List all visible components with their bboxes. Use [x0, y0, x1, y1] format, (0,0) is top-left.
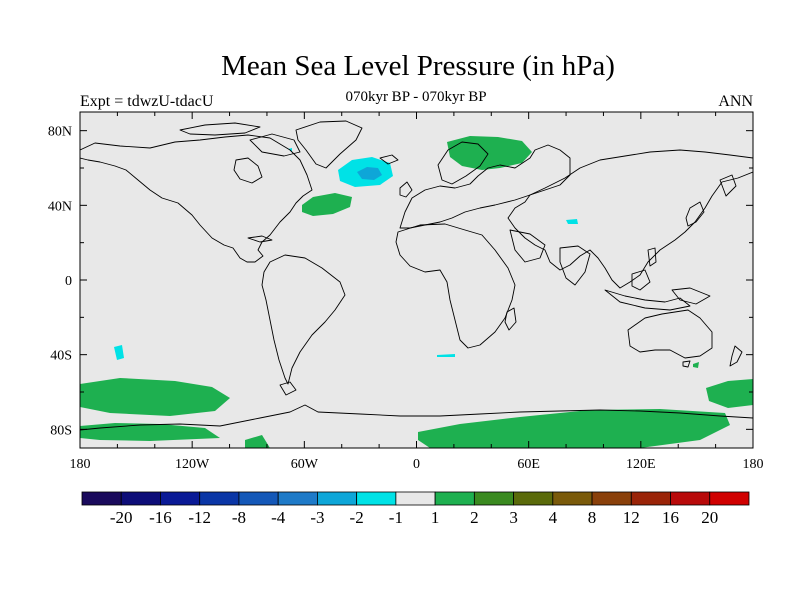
anomaly-south-pacific-small: [114, 345, 124, 360]
coast-new-zealand: [729, 345, 743, 367]
anomaly-fields: [80, 136, 753, 448]
colorbar-swatch: [513, 491, 554, 506]
period-label: 070kyr BP - 070kyr BP: [345, 89, 487, 105]
anomaly-antarctic-east: [418, 409, 730, 448]
coast-kamchatka: [719, 174, 737, 197]
colorbar-swatch: [199, 491, 240, 506]
coast-indonesia: [604, 289, 691, 311]
coast-scandinavia: [437, 141, 489, 185]
y-axis-labels: 80N 40N 0 40S 80S: [48, 125, 72, 439]
colorbar-swatch: [277, 491, 318, 506]
anomaly-nz-dot: [693, 362, 699, 368]
map-title: Mean Sea Level Pressure (in hPa): [221, 50, 615, 82]
colorbar-label: 12: [623, 508, 640, 527]
coast-south-america: [261, 254, 346, 385]
anomaly-antarctic-west: [80, 423, 220, 441]
coast-asia: [507, 149, 753, 289]
experiment-label: Expt = tdwzU-tdacU: [80, 93, 214, 110]
colorbar-swatch: [473, 491, 514, 506]
colorbar: [81, 491, 750, 506]
anomaly-southern-pacific: [80, 378, 230, 416]
colorbar-label: -16: [149, 508, 172, 527]
coast-australia: [627, 309, 713, 359]
colorbar-swatch: [591, 491, 632, 506]
coast-north-america: [80, 134, 313, 263]
x-axis-labels: 180 120W 60W 0 60E 120E 180: [70, 457, 764, 472]
colorbar-swatch: [317, 491, 358, 506]
colorbar-swatch: [670, 491, 711, 506]
colorbar-label: 1: [431, 508, 440, 527]
coast-india: [559, 245, 591, 286]
x-tick-label: 0: [413, 457, 420, 472]
colorbar-swatch: [709, 491, 750, 506]
y-tick-label: 40N: [48, 199, 72, 214]
colorbar-swatch: [81, 491, 122, 506]
coast-hudson-bay: [233, 157, 263, 184]
x-tick-label: 60W: [291, 457, 319, 472]
colorbar-swatch: [238, 491, 279, 506]
colorbar-swatch: [120, 491, 161, 506]
y-axis-ticks: [80, 130, 753, 430]
colorbar-swatch: [356, 491, 397, 506]
season-label: ANN: [718, 93, 753, 110]
coastlines: [80, 120, 753, 431]
colorbar-label: 20: [701, 508, 718, 527]
coast-tasmania: [682, 360, 691, 368]
colorbar-label: 3: [509, 508, 518, 527]
colorbar-labels: -20 -16 -12 -8 -4 -3 -2 -1 1 2 3 4 8 12 16 20: [110, 508, 718, 527]
colorbar-swatch: [552, 491, 593, 506]
coast-arabia: [509, 229, 546, 263]
x-axis-ticks: [79, 112, 754, 448]
anomaly-antarctic-patch: [245, 435, 270, 448]
coast-greenland: [295, 120, 363, 169]
anomaly-north-atlantic: [302, 193, 352, 216]
colorbar-label: -2: [350, 508, 364, 527]
coast-philippines: [647, 247, 657, 267]
colorbar-label: -4: [271, 508, 286, 527]
coast-antarctica: [80, 404, 753, 431]
coast-iceland: [379, 154, 399, 165]
coast-new-guinea: [671, 287, 711, 305]
y-tick-label: 0: [65, 274, 72, 289]
x-tick-label: 180: [70, 457, 91, 472]
colorbar-label: 4: [549, 508, 558, 527]
x-tick-label: 180: [743, 457, 764, 472]
colorbar-swatch: [434, 491, 475, 506]
colorbar-swatch: [160, 491, 201, 506]
coast-cuba: [247, 235, 273, 243]
colorbar-swatch: [630, 491, 671, 506]
anomaly-south-atlantic-small: [437, 354, 455, 357]
coast-baffin: [249, 133, 301, 157]
colorbar-label: 16: [662, 508, 679, 527]
colorbar-label: -3: [310, 508, 324, 527]
anomaly-iceland-low-inner: [357, 167, 382, 180]
y-tick-label: 80N: [48, 125, 72, 140]
colorbar-swatch: [395, 491, 436, 506]
x-tick-label: 120E: [626, 457, 656, 472]
colorbar-label: -20: [110, 508, 133, 527]
coast-africa: [395, 223, 516, 349]
anomaly-greenland-scandinavia: [447, 136, 532, 170]
y-tick-label: 80S: [50, 423, 72, 438]
coast-europe: [399, 144, 571, 229]
anomaly-tibet: [566, 219, 578, 224]
y-tick-label: 40S: [50, 349, 72, 364]
coast-madagascar: [504, 307, 517, 331]
coast-borneo: [631, 269, 651, 291]
coast-antarctica-tip: [279, 381, 297, 396]
colorbar-label: -8: [232, 508, 246, 527]
colorbar-label: 8: [588, 508, 597, 527]
coast-japan: [685, 201, 705, 227]
coast-britain: [399, 181, 413, 198]
x-tick-label: 60E: [517, 457, 540, 472]
colorbar-label: -12: [188, 508, 211, 527]
anomaly-southern-indian: [706, 379, 753, 408]
coast-arctic-islands: [179, 122, 261, 136]
x-tick-label: 120W: [175, 457, 210, 472]
colorbar-label: 2: [470, 508, 479, 527]
colorbar-label: -1: [389, 508, 403, 527]
